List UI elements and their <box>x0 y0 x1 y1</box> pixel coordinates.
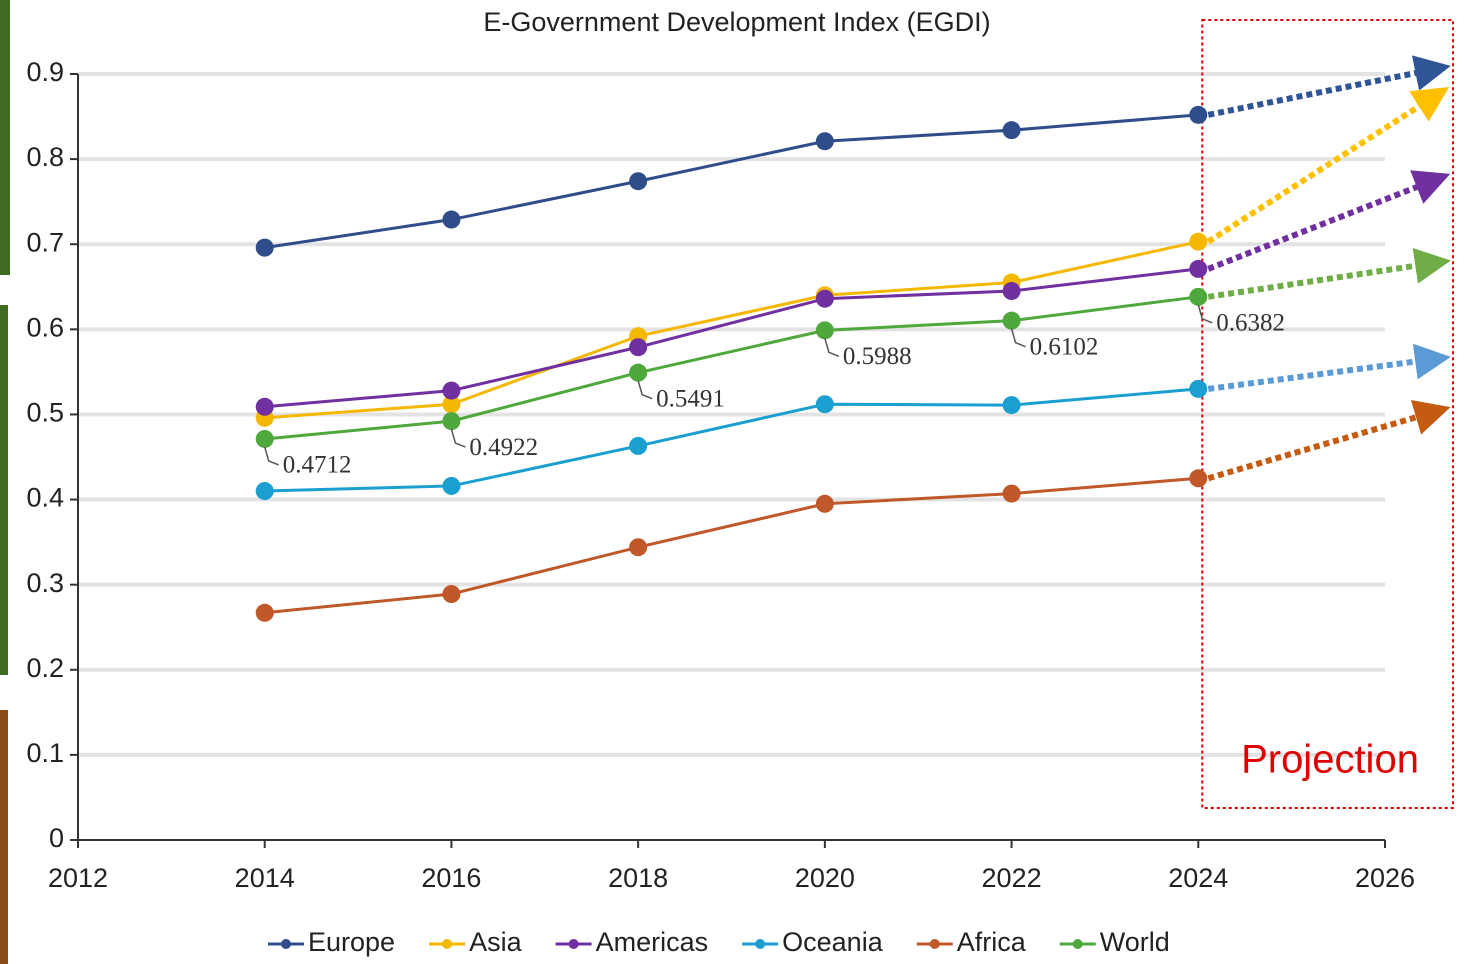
x-tick-label: 2022 <box>982 863 1042 893</box>
label-leader <box>450 428 466 448</box>
point <box>1189 259 1208 278</box>
y-tick-label: 0.6 <box>26 312 64 342</box>
point <box>815 494 834 513</box>
data-label: 0.6382 <box>1216 310 1285 337</box>
chart-title: E-Government Development Index (EGDI) <box>483 7 990 37</box>
legend-label: World <box>1100 927 1170 957</box>
point <box>1002 282 1021 301</box>
point <box>629 538 648 557</box>
point <box>815 132 834 151</box>
legend-marker <box>929 939 940 949</box>
label-leader <box>824 338 840 358</box>
series-line <box>264 476 1199 615</box>
x-tick-label: 2020 <box>795 863 855 893</box>
legend-marker <box>755 939 766 949</box>
x-tick-label: 2014 <box>235 863 295 893</box>
point <box>1189 232 1208 251</box>
side-strip <box>0 0 10 275</box>
series-line <box>264 295 1199 441</box>
point <box>442 476 461 495</box>
projection-arrow <box>1206 86 1450 245</box>
point <box>255 429 274 448</box>
point <box>1002 311 1021 330</box>
point <box>815 395 834 414</box>
projection-arrow <box>1207 170 1451 272</box>
projection-arrow <box>1207 400 1451 482</box>
point <box>1002 121 1021 140</box>
side-strip <box>0 305 8 675</box>
point <box>442 210 461 229</box>
y-tick-label: 0.7 <box>26 227 64 257</box>
series-line <box>264 387 1199 493</box>
legend-label: Africa <box>957 927 1027 957</box>
legend-label: Oceania <box>782 927 884 957</box>
legend-marker <box>442 939 453 949</box>
point <box>1189 105 1208 124</box>
label-leader <box>1010 328 1026 348</box>
point <box>442 381 461 400</box>
legend-label: Europe <box>308 927 395 957</box>
projection-arrow <box>1207 55 1451 118</box>
point <box>1189 379 1208 398</box>
label-leader <box>1197 304 1213 324</box>
legend-marker <box>568 939 579 949</box>
series-line <box>264 240 1199 420</box>
legend-label: Americas <box>596 927 709 957</box>
projection-arrow <box>1207 343 1451 392</box>
legend-marker <box>1072 939 1083 949</box>
y-tick-label: 0.3 <box>26 568 64 598</box>
point <box>1002 396 1021 415</box>
point <box>255 397 274 416</box>
point <box>629 338 648 357</box>
projection-label: Projection <box>1241 738 1419 782</box>
x-tick-label: 2026 <box>1355 863 1415 893</box>
point <box>629 363 648 382</box>
x-tick-label: 2024 <box>1168 863 1228 893</box>
data-label: 0.5491 <box>656 385 725 412</box>
series-line <box>264 267 1199 409</box>
y-tick-label: 0.1 <box>26 738 64 768</box>
x-tick-label: 2018 <box>608 863 668 893</box>
side-strip <box>0 710 8 964</box>
label-leader <box>263 446 279 466</box>
point <box>815 289 834 308</box>
point <box>1189 469 1208 488</box>
series-line <box>264 113 1199 250</box>
legend-label: Asia <box>469 927 523 957</box>
data-label: 0.4922 <box>469 434 538 461</box>
projection-box <box>1201 19 1455 809</box>
y-tick-label: 0.8 <box>26 142 64 172</box>
point <box>629 172 648 191</box>
data-label: 0.5988 <box>843 343 912 370</box>
y-tick-label: 0.4 <box>26 483 64 513</box>
point <box>442 585 461 604</box>
data-label: 0.6102 <box>1030 333 1099 360</box>
x-tick-label: 2016 <box>421 863 481 893</box>
label-leader <box>637 380 653 400</box>
point <box>1189 287 1208 306</box>
point <box>442 412 461 431</box>
y-tick-label: 0.9 <box>26 57 64 87</box>
point <box>255 482 274 501</box>
y-tick-label: 0.2 <box>26 653 64 683</box>
point <box>629 436 648 455</box>
point <box>255 238 274 257</box>
x-tick-label: 2012 <box>48 863 108 893</box>
point <box>442 395 461 414</box>
point <box>815 321 834 340</box>
legend-marker <box>281 939 291 949</box>
point <box>1002 484 1021 503</box>
y-tick-label: 0 <box>49 823 64 853</box>
point <box>255 603 274 622</box>
y-tick-label: 0.5 <box>26 398 64 428</box>
data-label: 0.4712 <box>283 452 352 479</box>
projection-arrow <box>1207 248 1451 300</box>
